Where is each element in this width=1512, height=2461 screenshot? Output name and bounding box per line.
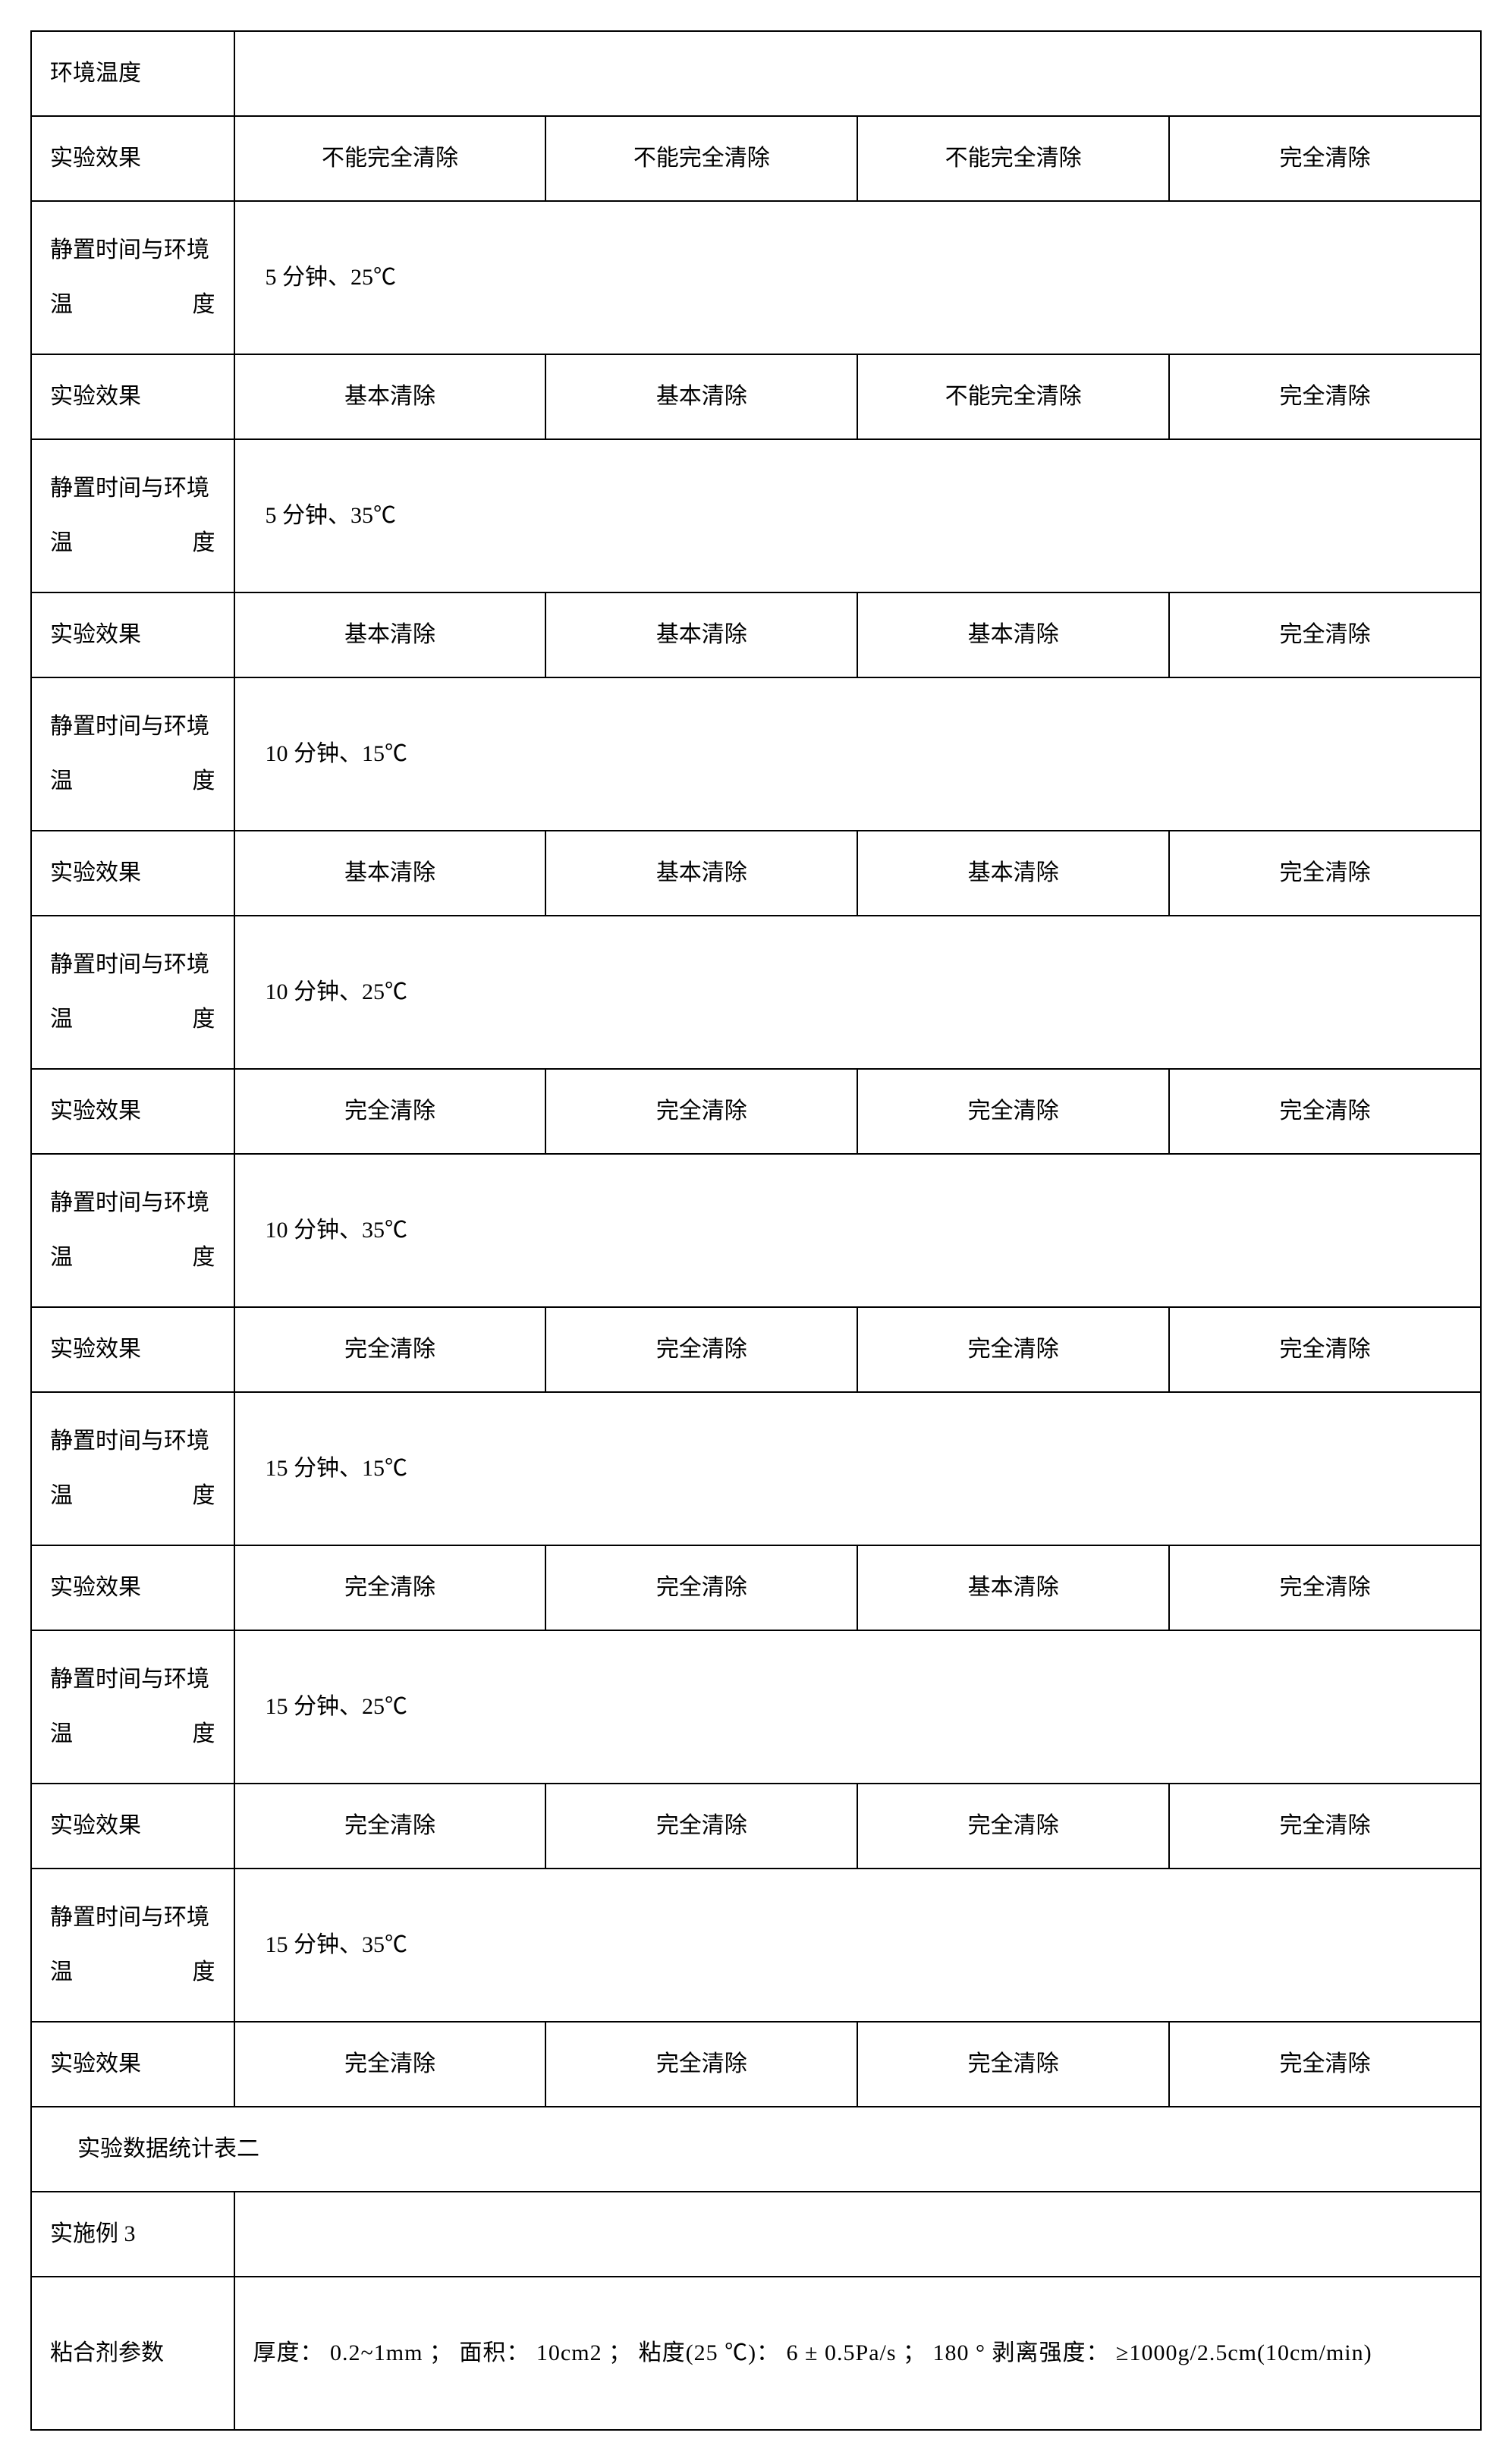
effect-cell: 基本清除 bbox=[545, 831, 857, 916]
effect-cell: 完全清除 bbox=[545, 1784, 857, 1869]
effect-cell: 完全清除 bbox=[234, 2022, 546, 2107]
effect-cell: 完全清除 bbox=[1169, 1307, 1481, 1392]
table-row: 静置时间与环境温度 15 分钟、25℃ bbox=[31, 1630, 1481, 1784]
effect-cell: 基本清除 bbox=[545, 592, 857, 677]
condition-cell: 10 分钟、35℃ bbox=[234, 1154, 1481, 1307]
effect-cell: 完全清除 bbox=[545, 2022, 857, 2107]
effect-cell: 完全清除 bbox=[234, 1307, 546, 1392]
row-label-settle-env: 静置时间与环境温度 bbox=[31, 1392, 234, 1545]
effect-cell: 不能完全清除 bbox=[234, 116, 546, 201]
row-label-effect: 实验效果 bbox=[31, 1307, 234, 1392]
effect-cell: 基本清除 bbox=[857, 1545, 1169, 1630]
table-row: 静置时间与环境温度 15 分钟、15℃ bbox=[31, 1392, 1481, 1545]
table-row: 实验效果 基本清除 基本清除 基本清除 完全清除 bbox=[31, 592, 1481, 677]
condition-cell: 5 分钟、35℃ bbox=[234, 439, 1481, 592]
effect-cell: 不能完全清除 bbox=[857, 116, 1169, 201]
row-label-effect: 实验效果 bbox=[31, 354, 234, 439]
effect-cell: 完全清除 bbox=[1169, 1069, 1481, 1154]
table-row: 粘合剂参数 厚度： 0.2~1mm ； 面积： 10cm2 ； 粘度(25 ℃)… bbox=[31, 2277, 1481, 2430]
table-row: 静置时间与环境温度 10 分钟、15℃ bbox=[31, 677, 1481, 831]
row-label-effect: 实验效果 bbox=[31, 592, 234, 677]
row-label-settle-env: 静置时间与环境温度 bbox=[31, 1154, 234, 1307]
effect-cell: 基本清除 bbox=[234, 592, 546, 677]
effect-cell: 完全清除 bbox=[857, 1307, 1169, 1392]
effect-cell: 不能完全清除 bbox=[545, 116, 857, 201]
row-label-effect: 实验效果 bbox=[31, 831, 234, 916]
condition-cell: 10 分钟、15℃ bbox=[234, 677, 1481, 831]
condition-cell: 10 分钟、25℃ bbox=[234, 916, 1481, 1069]
effect-cell: 完全清除 bbox=[1169, 1545, 1481, 1630]
table-row: 实验效果 基本清除 基本清除 不能完全清除 完全清除 bbox=[31, 354, 1481, 439]
row-label-effect: 实验效果 bbox=[31, 1784, 234, 1869]
table-row: 实验效果 不能完全清除 不能完全清除 不能完全清除 完全清除 bbox=[31, 116, 1481, 201]
row-label-effect: 实验效果 bbox=[31, 116, 234, 201]
row-label-settle-env: 静置时间与环境温度 bbox=[31, 1869, 234, 2022]
table-row: 实施例 3 bbox=[31, 2192, 1481, 2277]
experiment-data-table: 环境温度 实验效果 不能完全清除 不能完全清除 不能完全清除 完全清除 静置时间… bbox=[30, 30, 1482, 2431]
effect-cell: 基本清除 bbox=[857, 592, 1169, 677]
row-label-effect: 实验效果 bbox=[31, 2022, 234, 2107]
table-row: 静置时间与环境温度 10 分钟、25℃ bbox=[31, 916, 1481, 1069]
row-label-env-temp: 环境温度 bbox=[31, 31, 234, 116]
table-row: 实验效果 完全清除 完全清除 完全清除 完全清除 bbox=[31, 1069, 1481, 1154]
effect-cell: 完全清除 bbox=[545, 1545, 857, 1630]
table-row: 实验效果 基本清除 基本清除 基本清除 完全清除 bbox=[31, 831, 1481, 916]
table-row: 静置时间与环境温度 5 分钟、35℃ bbox=[31, 439, 1481, 592]
row-label-settle-env: 静置时间与环境温度 bbox=[31, 916, 234, 1069]
condition-cell: 15 分钟、35℃ bbox=[234, 1869, 1481, 2022]
effect-cell: 基本清除 bbox=[857, 831, 1169, 916]
condition-cell: 15 分钟、25℃ bbox=[234, 1630, 1481, 1784]
effect-cell: 完全清除 bbox=[1169, 116, 1481, 201]
table-row: 实验效果 完全清除 完全清除 基本清除 完全清除 bbox=[31, 1545, 1481, 1630]
effect-cell: 完全清除 bbox=[234, 1545, 546, 1630]
row-label-effect: 实验效果 bbox=[31, 1069, 234, 1154]
effect-cell: 基本清除 bbox=[545, 354, 857, 439]
effect-cell: 完全清除 bbox=[857, 1784, 1169, 1869]
effect-cell: 完全清除 bbox=[857, 2022, 1169, 2107]
effect-cell: 完全清除 bbox=[1169, 2022, 1481, 2107]
table-row: 静置时间与环境温度 15 分钟、35℃ bbox=[31, 1869, 1481, 2022]
effect-cell: 基本清除 bbox=[234, 354, 546, 439]
table-row-caption: 实验数据统计表二 bbox=[31, 2107, 1481, 2192]
table-row: 静置时间与环境温度 5 分钟、25℃ bbox=[31, 201, 1481, 354]
effect-cell: 完全清除 bbox=[1169, 831, 1481, 916]
condition-cell: 5 分钟、25℃ bbox=[234, 201, 1481, 354]
table-row: 实验效果 完全清除 完全清除 完全清除 完全清除 bbox=[31, 1784, 1481, 1869]
table-row: 环境温度 bbox=[31, 31, 1481, 116]
effect-cell: 完全清除 bbox=[1169, 354, 1481, 439]
effect-cell: 完全清除 bbox=[234, 1784, 546, 1869]
effect-cell: 完全清除 bbox=[857, 1069, 1169, 1154]
effect-cell: 完全清除 bbox=[234, 1069, 546, 1154]
row-label-adhesive-params: 粘合剂参数 bbox=[31, 2277, 234, 2430]
row-label-effect: 实验效果 bbox=[31, 1545, 234, 1630]
table-row: 实验效果 完全清除 完全清除 完全清除 完全清除 bbox=[31, 1307, 1481, 1392]
table-row: 实验效果 完全清除 完全清除 完全清除 完全清除 bbox=[31, 2022, 1481, 2107]
effect-cell: 不能完全清除 bbox=[857, 354, 1169, 439]
adhesive-params-cell: 厚度： 0.2~1mm ； 面积： 10cm2 ； 粘度(25 ℃)： 6 ± … bbox=[234, 2277, 1481, 2430]
condition-cell: 15 分钟、15℃ bbox=[234, 1392, 1481, 1545]
table-caption: 实验数据统计表二 bbox=[31, 2107, 1481, 2192]
effect-cell: 完全清除 bbox=[545, 1307, 857, 1392]
row-label-example3: 实施例 3 bbox=[31, 2192, 234, 2277]
row-label-settle-env: 静置时间与环境温度 bbox=[31, 677, 234, 831]
row-label-settle-env: 静置时间与环境温度 bbox=[31, 1630, 234, 1784]
effect-cell: 基本清除 bbox=[234, 831, 546, 916]
effect-cell: 完全清除 bbox=[545, 1069, 857, 1154]
effect-cell: 完全清除 bbox=[1169, 592, 1481, 677]
row-label-settle-env: 静置时间与环境温度 bbox=[31, 201, 234, 354]
row-label-settle-env: 静置时间与环境温度 bbox=[31, 439, 234, 592]
empty-cell bbox=[234, 2192, 1481, 2277]
table-row: 静置时间与环境温度 10 分钟、35℃ bbox=[31, 1154, 1481, 1307]
empty-cell bbox=[234, 31, 1481, 116]
effect-cell: 完全清除 bbox=[1169, 1784, 1481, 1869]
